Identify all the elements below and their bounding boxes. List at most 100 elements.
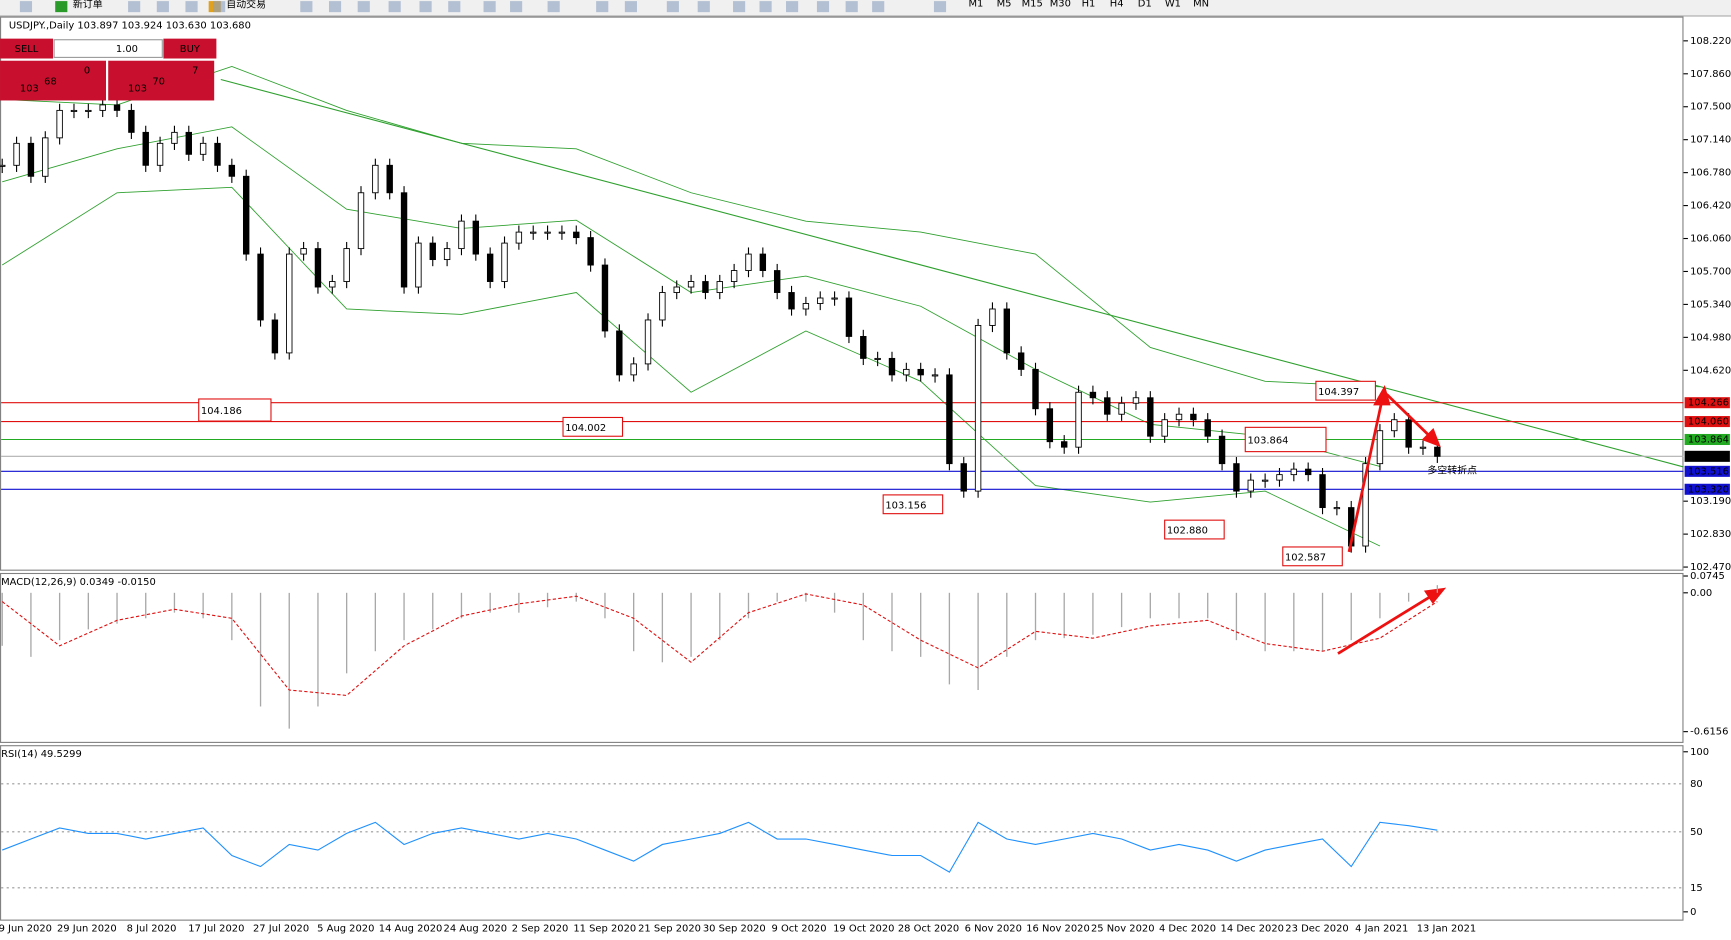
candle [888,357,896,376]
price-tick-label: 106.060 [1690,234,1731,245]
rsi-panel [0,745,1684,921]
quote-box[interactable] [108,60,215,101]
toolbar-icon [55,1,68,13]
timeframe-button[interactable]: H1 [1082,0,1096,9]
candle [1434,446,1441,457]
timeframe-button[interactable]: M30 [1050,0,1071,9]
timeframe-button[interactable]: M5 [997,0,1012,9]
toolbar-icon [388,1,401,13]
candle [56,109,63,139]
toolbar-icon [483,1,496,13]
candle [802,303,810,310]
candle [946,374,953,465]
timeframe-button[interactable]: M15 [1022,0,1043,9]
candle [1204,419,1211,437]
date-label: 27 Jul 2020 [253,923,309,934]
candle [544,231,551,234]
price-annotation: 104.002 [565,423,606,434]
candle [472,220,480,255]
toolbar-icon [357,1,370,13]
quote-box[interactable] [0,60,106,101]
lot-input[interactable] [53,39,163,58]
candle [1233,463,1240,492]
price-tick-label: 105.700 [1690,266,1731,277]
candle [845,297,853,337]
sell-button-label[interactable]: SELL [15,44,39,55]
candle [1362,463,1369,547]
price-annotation: 104.186 [201,406,242,417]
candle [716,281,723,293]
candle [1391,419,1398,432]
candle [1132,397,1140,404]
candle [730,270,738,282]
toolbar-icon [128,1,141,13]
candle [601,264,609,332]
price-tick-label: 104.620 [1690,365,1731,376]
date-label: 11 Sep 2020 [573,923,636,934]
candle [314,248,322,288]
candle [1218,435,1226,465]
timeframe-button[interactable]: H4 [1110,0,1124,9]
toolbar-icon [786,1,799,13]
rsi-line [2,821,1438,873]
buy-button-label[interactable]: BUY [180,44,201,55]
toolbar-button[interactable]: 自动交易 [226,0,266,10]
quote-fraction: 7 [192,66,198,77]
candle [85,109,92,112]
candle [501,242,508,282]
candle [1175,413,1183,421]
toolbar-icon [419,1,432,13]
candle [70,109,78,112]
toolbar-button[interactable]: 新订单 [73,0,103,10]
candle [1075,391,1082,448]
candle [659,292,666,321]
price-annotation: 102.587 [1285,552,1326,563]
sell-button[interactable] [0,38,54,59]
level-tag [1684,433,1730,446]
level-tag-label: 104.266 [1688,398,1729,409]
buy-button[interactable] [163,38,217,59]
candle [616,330,623,376]
toolbar-icon [328,1,342,13]
candle [400,192,408,288]
toolbar-icon [596,1,609,13]
candle [242,175,250,255]
date-label: 5 Aug 2020 [317,923,374,934]
arrow-up [1347,399,1384,553]
timeframe-button[interactable]: M1 [968,0,983,9]
level-tag-label: 103.320 [1688,484,1729,495]
timeframe-button[interactable]: D1 [1138,0,1152,9]
candle [99,104,106,111]
price-tick-label: 106.780 [1690,168,1731,179]
price-annotation-box [562,416,624,437]
candle [429,242,436,261]
candle [286,253,293,354]
price-annotation-box [882,494,944,515]
candle [1003,308,1011,354]
toolbar-icon [448,1,461,13]
date-label: 2 Sep 2020 [512,923,569,934]
rsi-tick-label: 100 [1690,747,1709,758]
timeframe-button[interactable]: W1 [1165,0,1181,9]
candle [1032,368,1039,410]
quote-pips: 68 [44,77,57,88]
level-tag [1684,483,1730,495]
toolbar-icon [156,1,169,13]
date-label: 8 Jul 2020 [127,923,177,934]
timeframe-button[interactable]: MN [1193,0,1209,9]
toolbar-icon [510,1,523,13]
date-label: 14 Aug 2020 [379,923,443,934]
candle [989,308,996,326]
toolbar-icon [213,1,226,13]
rsi-tick-label: 15 [1690,883,1703,894]
candle [458,220,465,250]
rsi-header: RSI(14) 49.5299 [1,749,82,760]
candle [644,319,652,365]
price-annotation: 103.864 [1247,436,1288,447]
candle [931,374,939,377]
candle [300,248,307,255]
candle [128,109,135,133]
price-tick-label: 107.860 [1690,69,1731,80]
macd-arrow [1337,593,1434,655]
date-label: 6 Nov 2020 [965,923,1022,934]
